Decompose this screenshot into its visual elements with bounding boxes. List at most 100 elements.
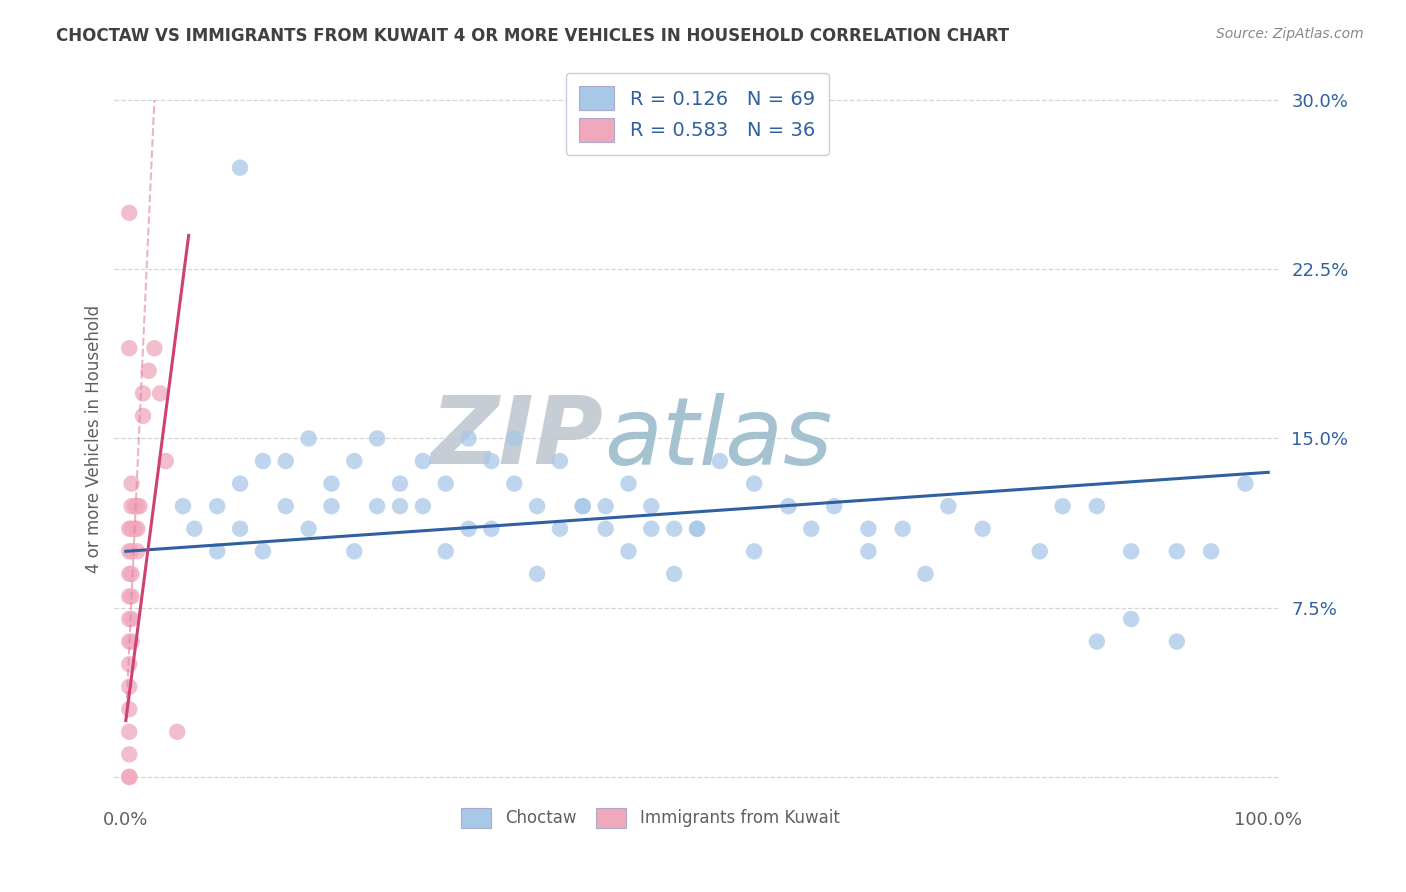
Point <box>388 476 411 491</box>
Point <box>858 522 880 536</box>
Point <box>121 612 143 626</box>
Point <box>297 522 319 536</box>
Point <box>252 454 274 468</box>
Point <box>640 522 662 536</box>
Point <box>664 566 686 581</box>
Point <box>526 499 548 513</box>
Point <box>434 476 457 491</box>
Point <box>121 499 143 513</box>
Point <box>118 566 141 581</box>
Point <box>1166 634 1188 648</box>
Point <box>118 724 141 739</box>
Point <box>742 476 765 491</box>
Point <box>297 432 319 446</box>
Point <box>166 724 188 739</box>
Point <box>1166 544 1188 558</box>
Point <box>858 544 880 558</box>
Text: ZIP: ZIP <box>430 392 603 484</box>
Point <box>479 522 502 536</box>
Point <box>118 770 141 784</box>
Point <box>143 341 166 355</box>
Point <box>366 499 388 513</box>
Point <box>118 206 141 220</box>
Point <box>938 499 960 513</box>
Point <box>118 702 141 716</box>
Point <box>457 432 479 446</box>
Point <box>121 634 143 648</box>
Point <box>823 499 845 513</box>
Point <box>118 634 141 648</box>
Point <box>640 499 662 513</box>
Point <box>1029 544 1052 558</box>
Point <box>127 499 149 513</box>
Point <box>118 544 141 558</box>
Point <box>1234 476 1257 491</box>
Point <box>800 522 823 536</box>
Point <box>343 454 366 468</box>
Point <box>121 566 143 581</box>
Point <box>118 657 141 672</box>
Point <box>124 499 146 513</box>
Point <box>121 476 143 491</box>
Point <box>183 522 205 536</box>
Text: atlas: atlas <box>603 393 832 484</box>
Point <box>274 499 297 513</box>
Point <box>1052 499 1074 513</box>
Point <box>229 522 252 536</box>
Point <box>229 476 252 491</box>
Point <box>503 432 526 446</box>
Point <box>118 612 141 626</box>
Point <box>709 454 731 468</box>
Point <box>617 476 640 491</box>
Point <box>548 522 571 536</box>
Point <box>548 454 571 468</box>
Point <box>434 544 457 558</box>
Text: CHOCTAW VS IMMIGRANTS FROM KUWAIT 4 OR MORE VEHICLES IN HOUSEHOLD CORRELATION CH: CHOCTAW VS IMMIGRANTS FROM KUWAIT 4 OR M… <box>56 27 1010 45</box>
Point <box>1085 499 1108 513</box>
Point <box>118 680 141 694</box>
Point <box>1199 544 1222 558</box>
Point <box>742 544 765 558</box>
Point <box>891 522 914 536</box>
Point <box>121 522 143 536</box>
Point <box>914 566 936 581</box>
Point <box>686 522 709 536</box>
Point <box>457 522 479 536</box>
Point <box>503 476 526 491</box>
Point <box>149 386 172 401</box>
Point <box>412 454 434 468</box>
Point <box>686 522 709 536</box>
Point <box>132 409 155 423</box>
Point <box>321 499 343 513</box>
Point <box>572 499 595 513</box>
Point <box>972 522 994 536</box>
Point <box>1121 544 1143 558</box>
Point <box>127 522 149 536</box>
Point <box>274 454 297 468</box>
Point <box>121 544 143 558</box>
Point <box>778 499 800 513</box>
Point <box>172 499 194 513</box>
Legend: Choctaw, Immigrants from Kuwait: Choctaw, Immigrants from Kuwait <box>454 801 846 835</box>
Point <box>118 770 141 784</box>
Point <box>128 499 150 513</box>
Point <box>229 161 252 175</box>
Point <box>205 499 228 513</box>
Point <box>366 432 388 446</box>
Point <box>321 476 343 491</box>
Point <box>155 454 177 468</box>
Point <box>252 544 274 558</box>
Point <box>118 590 141 604</box>
Point <box>118 747 141 762</box>
Point <box>118 522 141 536</box>
Point <box>412 499 434 513</box>
Point <box>121 590 143 604</box>
Y-axis label: 4 or more Vehicles in Household: 4 or more Vehicles in Household <box>86 304 103 573</box>
Point <box>118 341 141 355</box>
Point <box>1085 634 1108 648</box>
Text: Source: ZipAtlas.com: Source: ZipAtlas.com <box>1216 27 1364 41</box>
Point <box>132 386 155 401</box>
Point <box>388 499 411 513</box>
Point <box>526 566 548 581</box>
Point <box>595 499 617 513</box>
